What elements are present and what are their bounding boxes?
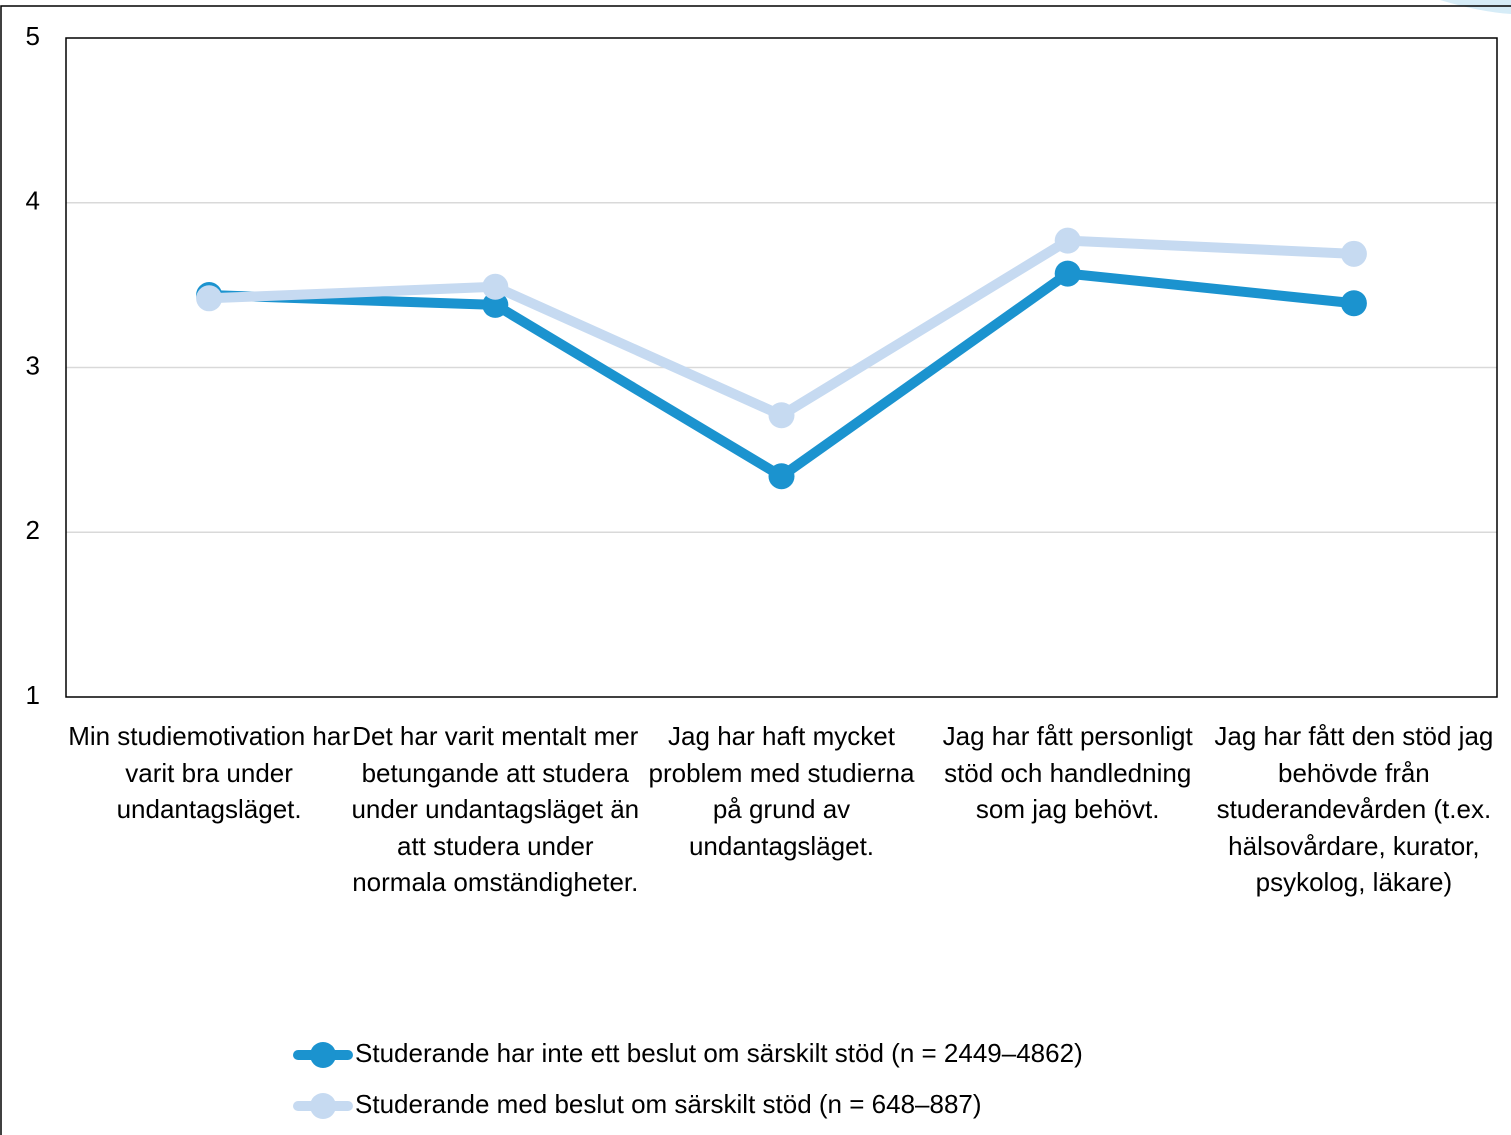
data-point — [1340, 290, 1367, 317]
legend-label: Studerande med beslut om särskilt stöd (… — [355, 1089, 982, 1119]
corner-decoration — [1440, 0, 1511, 14]
x-tick-label: Det har varit mentalt mer betungande att… — [351, 721, 640, 897]
plot-area — [65, 37, 1498, 698]
data-point — [768, 463, 795, 490]
legend-marker — [310, 1042, 336, 1068]
series-line — [208, 268, 1355, 482]
x-tick-label: Jag har fått den stöd jag behövde från s… — [1214, 721, 1494, 897]
y-tick-label: 1 — [26, 680, 40, 710]
series-line — [208, 235, 1355, 421]
y-tick-label: 4 — [26, 186, 40, 216]
x-tick-label: Jag har haft mycket problem med studiern… — [648, 721, 915, 861]
y-tick-label: 2 — [26, 515, 40, 545]
data-point — [196, 285, 223, 312]
legend-label: Studerande har inte ett beslut om särski… — [355, 1038, 1083, 1068]
data-point — [482, 291, 509, 318]
data-point — [768, 402, 795, 429]
data-point — [1054, 260, 1081, 287]
y-tick-label: 5 — [26, 21, 40, 51]
chart-frame — [0, 5, 1511, 1135]
legend-marker — [310, 1093, 336, 1119]
x-tick-label: Min studiemotivation har varit bra under… — [68, 721, 350, 824]
data-point — [482, 273, 509, 300]
data-point — [1054, 227, 1081, 254]
y-tick-label: 3 — [26, 350, 40, 380]
x-tick-label: Jag har fått personligt stöd och handled… — [942, 721, 1193, 824]
data-point — [1340, 240, 1367, 267]
